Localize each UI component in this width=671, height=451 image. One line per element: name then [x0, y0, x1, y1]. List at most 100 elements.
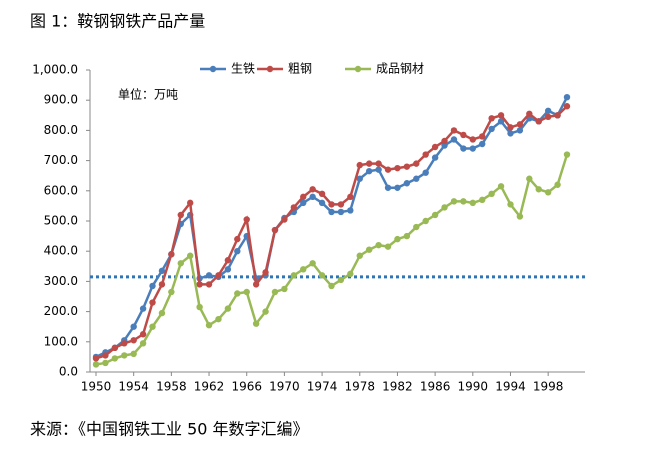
series-line — [95, 105, 568, 360]
point — [375, 160, 382, 167]
point — [535, 118, 542, 125]
point — [92, 361, 100, 368]
point — [356, 252, 363, 259]
point — [554, 181, 561, 188]
point — [300, 199, 307, 207]
point — [309, 260, 316, 267]
point — [205, 281, 213, 288]
y-tick-label: 600.0 — [44, 183, 78, 197]
point — [177, 260, 184, 267]
point — [422, 217, 429, 225]
legend-label: 成品钢材 — [376, 62, 424, 76]
point — [469, 145, 476, 152]
point — [526, 175, 533, 182]
point — [102, 359, 109, 367]
legend-marker — [354, 65, 362, 73]
unit-note: 单位：万吨 — [118, 87, 178, 102]
point — [187, 199, 194, 207]
point — [224, 257, 232, 264]
point — [431, 154, 439, 161]
point — [544, 189, 552, 196]
chart-title: 图 1：鞍钢钢铁产品产量 — [30, 12, 205, 31]
point — [422, 169, 429, 176]
point — [441, 204, 448, 211]
point — [300, 193, 307, 201]
x-tick-label: 1990 — [458, 380, 489, 394]
point — [563, 93, 571, 101]
point — [121, 352, 128, 359]
point — [507, 124, 514, 131]
point — [328, 201, 335, 208]
point — [196, 303, 203, 311]
point — [243, 216, 250, 223]
point — [337, 201, 345, 208]
y-tick-label: 500.0 — [44, 214, 78, 228]
point — [441, 137, 448, 145]
point — [394, 164, 401, 172]
point — [158, 267, 166, 275]
point — [139, 340, 147, 347]
point — [403, 232, 411, 240]
series-line — [95, 96, 569, 359]
point — [394, 184, 401, 191]
source: 来源：《中国钢铁工业 50 年数字汇编》 — [30, 420, 309, 439]
y-tick-label: 900.0 — [44, 93, 78, 107]
legend-marker — [209, 65, 217, 73]
point — [262, 269, 269, 276]
y-tick-label: 0.0 — [59, 365, 78, 379]
point — [497, 118, 505, 125]
point — [337, 208, 345, 216]
point — [365, 246, 373, 253]
y-tick-label: 300.0 — [44, 274, 78, 288]
point — [130, 337, 137, 344]
x-tick-label: 1994 — [495, 380, 526, 394]
point — [516, 121, 524, 128]
point — [224, 266, 232, 273]
point — [413, 175, 420, 182]
point — [450, 127, 458, 134]
point — [347, 207, 354, 214]
point — [384, 184, 392, 191]
point — [130, 323, 137, 330]
point — [526, 110, 533, 117]
point — [111, 344, 119, 352]
point — [234, 290, 241, 297]
point — [469, 199, 476, 207]
point — [205, 321, 213, 329]
point — [488, 125, 495, 133]
point — [290, 272, 298, 279]
point — [102, 352, 109, 359]
point — [563, 151, 571, 158]
point — [375, 241, 382, 249]
point — [111, 355, 119, 362]
point — [469, 136, 476, 143]
point — [535, 186, 542, 193]
x-tick-label: 1966 — [231, 380, 262, 394]
legend-marker — [266, 65, 274, 73]
y-tick-label: 1,000.0 — [32, 63, 78, 77]
x-tick-label: 1986 — [420, 380, 451, 394]
point — [384, 243, 392, 250]
point — [130, 350, 137, 358]
point — [497, 183, 505, 190]
point — [290, 204, 298, 211]
point — [413, 223, 420, 231]
point — [121, 340, 128, 347]
x-tick-label: 1982 — [382, 380, 413, 394]
point — [187, 252, 194, 259]
point — [215, 315, 222, 323]
point — [507, 130, 514, 137]
point — [337, 276, 345, 284]
point — [563, 103, 571, 110]
point — [347, 270, 354, 278]
point — [479, 140, 486, 148]
point — [215, 272, 222, 279]
y-tick-label: 700.0 — [44, 153, 78, 167]
point — [271, 226, 279, 234]
point — [431, 211, 439, 219]
point — [318, 199, 326, 207]
y-tick-label: 800.0 — [44, 123, 78, 137]
point — [450, 198, 458, 205]
point — [149, 282, 156, 290]
x-tick-label: 1970 — [269, 380, 300, 394]
